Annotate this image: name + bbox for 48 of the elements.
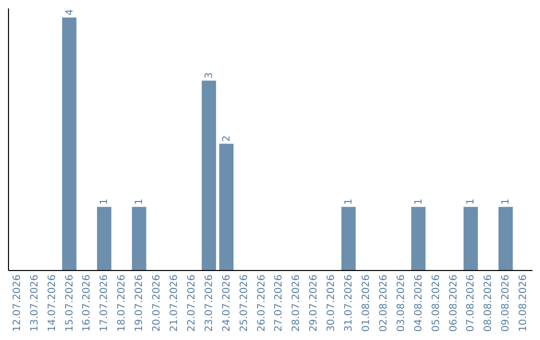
x-tick-label: 03.08.2026	[396, 274, 407, 332]
bar	[411, 206, 426, 270]
data-label: 4	[64, 9, 76, 16]
x-tick-label: 05.08.2026	[430, 274, 442, 332]
x-tick-label: 23.07.2026	[204, 274, 215, 332]
x-tick-label: 18.07.2026	[116, 274, 128, 332]
x-tick-label: 13.07.2026	[29, 274, 40, 332]
x-tick-label: 12.07.2026	[12, 274, 23, 332]
x-tick-label: 20.07.2026	[152, 274, 163, 332]
data-label: 1	[500, 198, 512, 205]
x-tick-label: 15.07.2026	[64, 274, 76, 332]
data-label: 1	[413, 198, 424, 205]
x-tick-label: 09.08.2026	[500, 274, 512, 332]
bar	[498, 206, 513, 270]
x-tick-label: 04.08.2026	[413, 274, 424, 332]
bar	[132, 206, 146, 270]
x-tick-label: 02.08.2026	[378, 274, 390, 332]
data-label: 1	[134, 198, 146, 205]
x-tick-label: 17.07.2026	[99, 274, 110, 332]
x-tick-label: 01.08.2026	[361, 274, 372, 332]
x-tick-label: 14.07.2026	[46, 274, 58, 332]
data-label: 2	[221, 135, 232, 142]
x-tick-label: 30.07.2026	[326, 274, 338, 332]
x-tick-label: 06.08.2026	[448, 274, 460, 332]
x-tick-label: 27.07.2026	[274, 274, 285, 332]
x-tick-label: 22.07.2026	[186, 274, 198, 332]
data-label: 3	[204, 72, 215, 79]
x-tick-label: 31.07.2026	[344, 274, 355, 332]
x-tick-label: 19.07.2026	[134, 274, 146, 332]
x-tick-label: 26.07.2026	[256, 274, 268, 332]
x-tick-label: 08.08.2026	[483, 274, 494, 332]
x-tick-label: 07.08.2026	[466, 274, 477, 332]
bar	[202, 80, 216, 270]
x-tick-label: 29.07.2026	[308, 274, 320, 332]
bar	[62, 17, 76, 270]
x-tick-label: 24.07.2026	[221, 274, 232, 332]
data-label: 1	[466, 198, 477, 205]
x-tick-label: 25.07.2026	[238, 274, 250, 332]
bar	[341, 206, 356, 270]
bar	[219, 144, 234, 270]
x-tick-label: 21.07.2026	[168, 274, 180, 332]
x-tick-label: 10.08.2026	[518, 274, 530, 332]
x-tick-label: 16.07.2026	[82, 274, 93, 332]
x-tick-label: 28.07.2026	[291, 274, 302, 332]
bar	[97, 206, 112, 270]
data-label: 1	[99, 198, 110, 205]
data-label: 1	[344, 198, 355, 205]
bar	[464, 206, 478, 270]
